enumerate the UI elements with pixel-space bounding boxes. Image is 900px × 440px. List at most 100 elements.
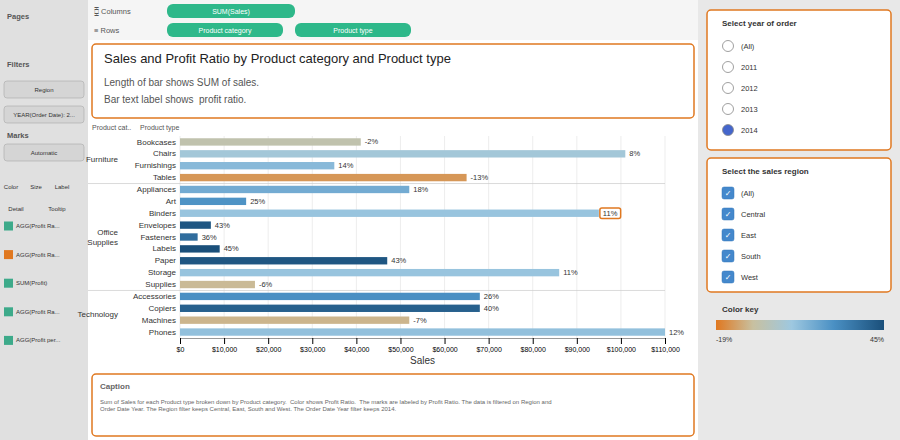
radio-button <box>723 62 734 73</box>
right-sidebar: Select year of order(All)201120122013201… <box>698 0 900 440</box>
shelf-label: ⧮ Columns <box>94 7 131 16</box>
x-tick-label: $10,000 <box>212 346 237 353</box>
grid-line <box>620 136 621 338</box>
y-axis: BookcasesChairsFurnishingsTablesApplianc… <box>133 138 177 337</box>
x-tick: $110,000 <box>651 338 680 353</box>
checkbox-label: South <box>741 252 761 261</box>
bar <box>180 221 211 228</box>
check-mark: ✓ <box>725 189 732 198</box>
color-key-bar <box>716 320 884 330</box>
checkbox <box>722 229 734 241</box>
y-tick: Chairs <box>153 149 176 158</box>
column-header: Product type <box>140 124 179 132</box>
y-tick-label: Fasteners <box>140 233 176 242</box>
x-tick: $90,000 <box>565 338 590 353</box>
sidebar-background <box>0 0 88 440</box>
category-label: Technology <box>78 310 118 319</box>
bar <box>180 269 559 276</box>
y-tick-label: Labels <box>152 244 176 253</box>
section-label: Filters <box>7 60 30 69</box>
bars <box>180 138 665 335</box>
radio-button <box>723 104 734 115</box>
y-tick-label: Accessories <box>133 292 176 301</box>
x-axis: $0$10,000$20,000$30,000$40,000$50,000$60… <box>177 338 680 353</box>
data-label: 36% <box>202 233 217 242</box>
x-tick-mark <box>180 338 181 344</box>
data-label: -13% <box>471 173 489 182</box>
x-tick: $70,000 <box>476 338 501 353</box>
data-label: 26% <box>484 292 499 301</box>
y-tick-label: Furnishings <box>135 161 176 170</box>
bar <box>180 198 246 205</box>
filter-pill <box>4 106 84 123</box>
shelf-pill-label: Product type <box>333 27 372 35</box>
x-tick: $100,000 <box>607 338 636 353</box>
color-key-label: -19% <box>716 336 732 343</box>
marks-item: AGG(Profit per... <box>16 337 61 343</box>
x-tick-mark <box>621 338 622 344</box>
subtitle: Length of bar shows SUM of sales. <box>104 77 259 88</box>
radio-label: 2012 <box>741 84 758 93</box>
section-label: Pages <box>7 12 29 21</box>
marks-swatch <box>4 307 13 316</box>
x-tick-mark <box>489 338 490 344</box>
shelf-pill-label: SUM(Sales) <box>212 8 250 16</box>
x-tick-label: $20,000 <box>256 346 281 353</box>
grid-line <box>576 136 577 338</box>
x-tick-mark <box>312 338 313 344</box>
y-tick: Storage <box>148 268 177 277</box>
bar <box>180 316 409 323</box>
region-selector <box>707 158 891 292</box>
x-tick-label: $50,000 <box>388 346 413 353</box>
color-key-title: Color key <box>722 305 759 314</box>
x-tick-label: $60,000 <box>432 346 457 353</box>
y-tick: Furnishings <box>135 161 176 170</box>
checkbox <box>722 208 734 220</box>
data-label: 12% <box>669 328 684 337</box>
data-labels: -2%8%14%-13%18%25%11%43%36%45%43%11%-6%2… <box>202 137 685 336</box>
y-tick: Supplies <box>145 280 176 289</box>
radio-label: 2011 <box>741 63 757 72</box>
radio-label: 2013 <box>741 105 758 114</box>
x-tick-mark <box>356 338 357 344</box>
radio-label: 2014 <box>741 126 758 135</box>
x-tick-label: $70,000 <box>476 346 501 353</box>
y-tick: Labels <box>152 244 176 253</box>
y-tick: Envelopes <box>139 221 176 230</box>
marks-type-pill <box>4 144 84 161</box>
x-axis-title: Sales <box>410 355 435 366</box>
bar <box>180 305 480 312</box>
y-tick: Binders <box>149 209 176 218</box>
filter-item: Region <box>34 87 53 93</box>
check-mark: ✓ <box>725 273 732 282</box>
data-label: 8% <box>629 149 640 158</box>
section-label: Marks <box>7 131 29 140</box>
y-tick-label: Supplies <box>145 280 176 289</box>
x-tick-label: $30,000 <box>300 346 325 353</box>
group-separator <box>88 290 665 291</box>
title: Sales and Profit Ratio by Product catego… <box>104 51 451 66</box>
selector-title: Select the sales region <box>722 167 809 176</box>
category-label: OfficeSupplies <box>87 228 118 247</box>
x-tick: $50,000 <box>388 338 413 353</box>
column-header: Product cat.. <box>92 124 131 131</box>
caption-box: CaptionSum of Sales for each Product typ… <box>92 374 694 436</box>
check-mark: ✓ <box>725 252 732 261</box>
x-tick: $40,000 <box>344 338 369 353</box>
checkbox-label: (All) <box>741 189 755 198</box>
x-tick-mark <box>400 338 401 344</box>
checkbox <box>722 271 734 283</box>
y-tick-label: Phones <box>149 328 176 337</box>
encoding-label: Label <box>55 184 70 190</box>
category-label: Furniture <box>86 155 119 164</box>
y-tick: Phones <box>149 328 176 337</box>
data-label: 25% <box>250 197 265 206</box>
y-tick: Accessories <box>133 292 176 301</box>
shelf-pill <box>167 4 295 18</box>
data-label: 14% <box>338 161 353 170</box>
sidebar-background <box>698 0 900 440</box>
y-tick-label: Binders <box>149 209 176 218</box>
encoding-label: Detail <box>8 206 23 212</box>
color-key-label: 45% <box>870 336 884 343</box>
bar <box>180 150 625 157</box>
